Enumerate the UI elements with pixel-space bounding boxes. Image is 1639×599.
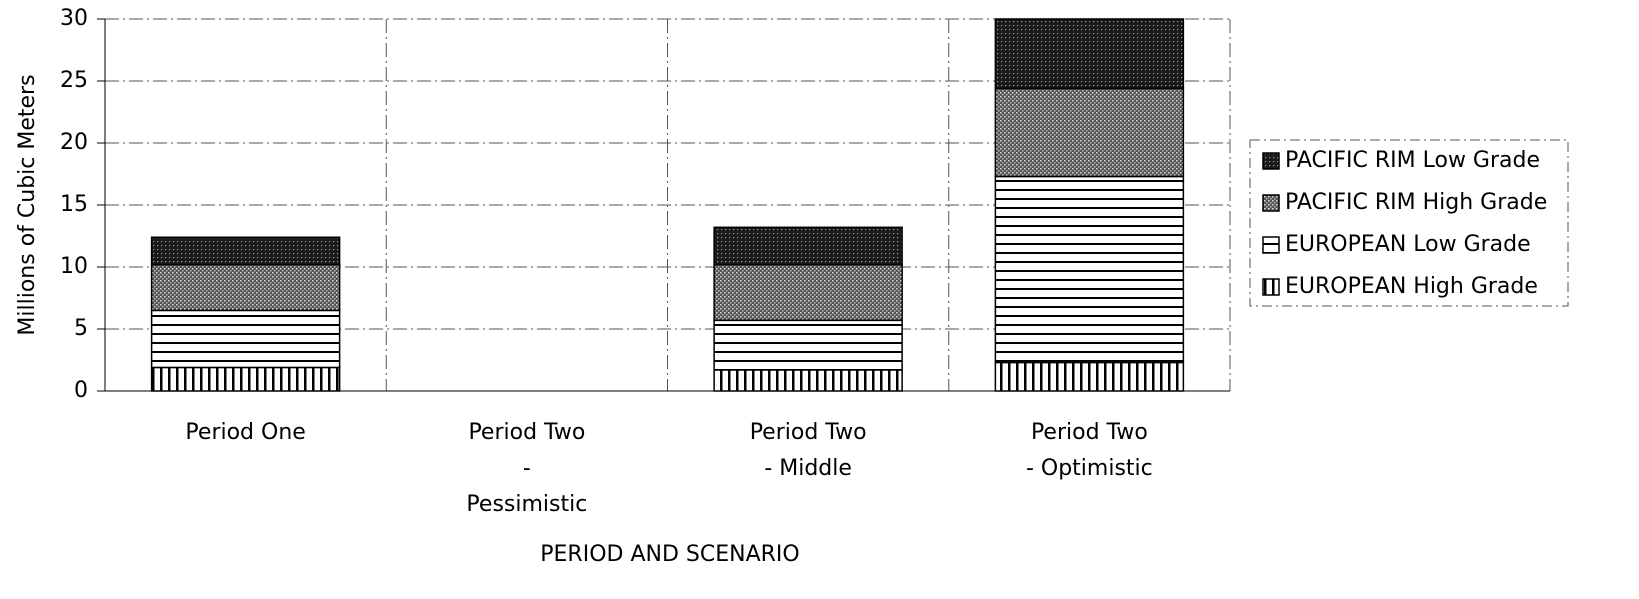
y-axis-label: Millions of Cubic Meters [15,74,40,335]
bar-segment [994,87,1185,178]
bar-segment [150,263,341,312]
x-axis-label: PERIOD AND SCENARIO [540,542,799,567]
legend-label: PACIFIC RIM Low Grade [1285,148,1540,173]
y-tick-label: 10 [60,254,88,279]
y-tick-label: 0 [74,378,88,403]
bar-segment [713,263,903,322]
x-tick-label: Period Two [750,420,867,445]
bar-segment [150,236,341,266]
x-tick-label: - Optimistic [1026,456,1153,481]
legend-label: EUROPEAN High Grade [1285,274,1538,299]
x-tick-label: - [523,456,531,481]
legend-swatch [1262,278,1280,296]
legend-swatch [1262,236,1280,254]
x-tick-label: - Middle [764,456,852,481]
bar-segment [713,319,903,371]
y-tick-label: 20 [60,130,88,155]
legend-label: PACIFIC RIM High Grade [1285,190,1547,215]
bar-segment [150,366,341,392]
legend-label: EUROPEAN Low Grade [1285,232,1531,257]
bar-segment [150,309,341,369]
y-tick-label: 5 [74,316,88,341]
legend-swatch [1262,152,1280,170]
bar-segment [994,361,1185,392]
legend-box [1249,139,1569,307]
y-tick-label: 15 [60,192,88,217]
bar-segment [994,18,1185,90]
bar-segment [713,226,903,266]
y-tick-label: 30 [60,6,88,31]
y-tick-label: 25 [60,68,88,93]
bar-segment [994,175,1185,364]
x-tick-label: Period Two [468,420,585,445]
bar-segment [713,369,903,392]
legend-swatch [1262,194,1280,212]
x-tick-label: Pessimistic [466,492,587,517]
x-tick-label: Period Two [1031,420,1148,445]
x-tick-label: Period One [185,420,305,445]
